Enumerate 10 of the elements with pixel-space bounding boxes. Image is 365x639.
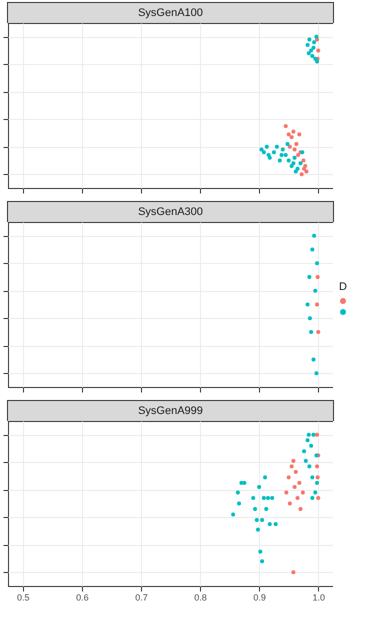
x-tick-label: 0.9: [253, 592, 266, 602]
chart-title: SysGenA999: [7, 400, 334, 421]
chart-title: SysGenA100: [7, 2, 334, 23]
x-tick-label: 0.5: [17, 592, 30, 602]
legend-title: D: [339, 281, 347, 293]
x-tick-label: 0.8: [194, 592, 207, 602]
x-tick-label: 1.0: [312, 592, 325, 602]
x-tick-label: 0.6: [76, 592, 89, 602]
x-tick-label: 0.7: [135, 592, 148, 602]
chart-title: SysGenA300: [7, 201, 334, 222]
